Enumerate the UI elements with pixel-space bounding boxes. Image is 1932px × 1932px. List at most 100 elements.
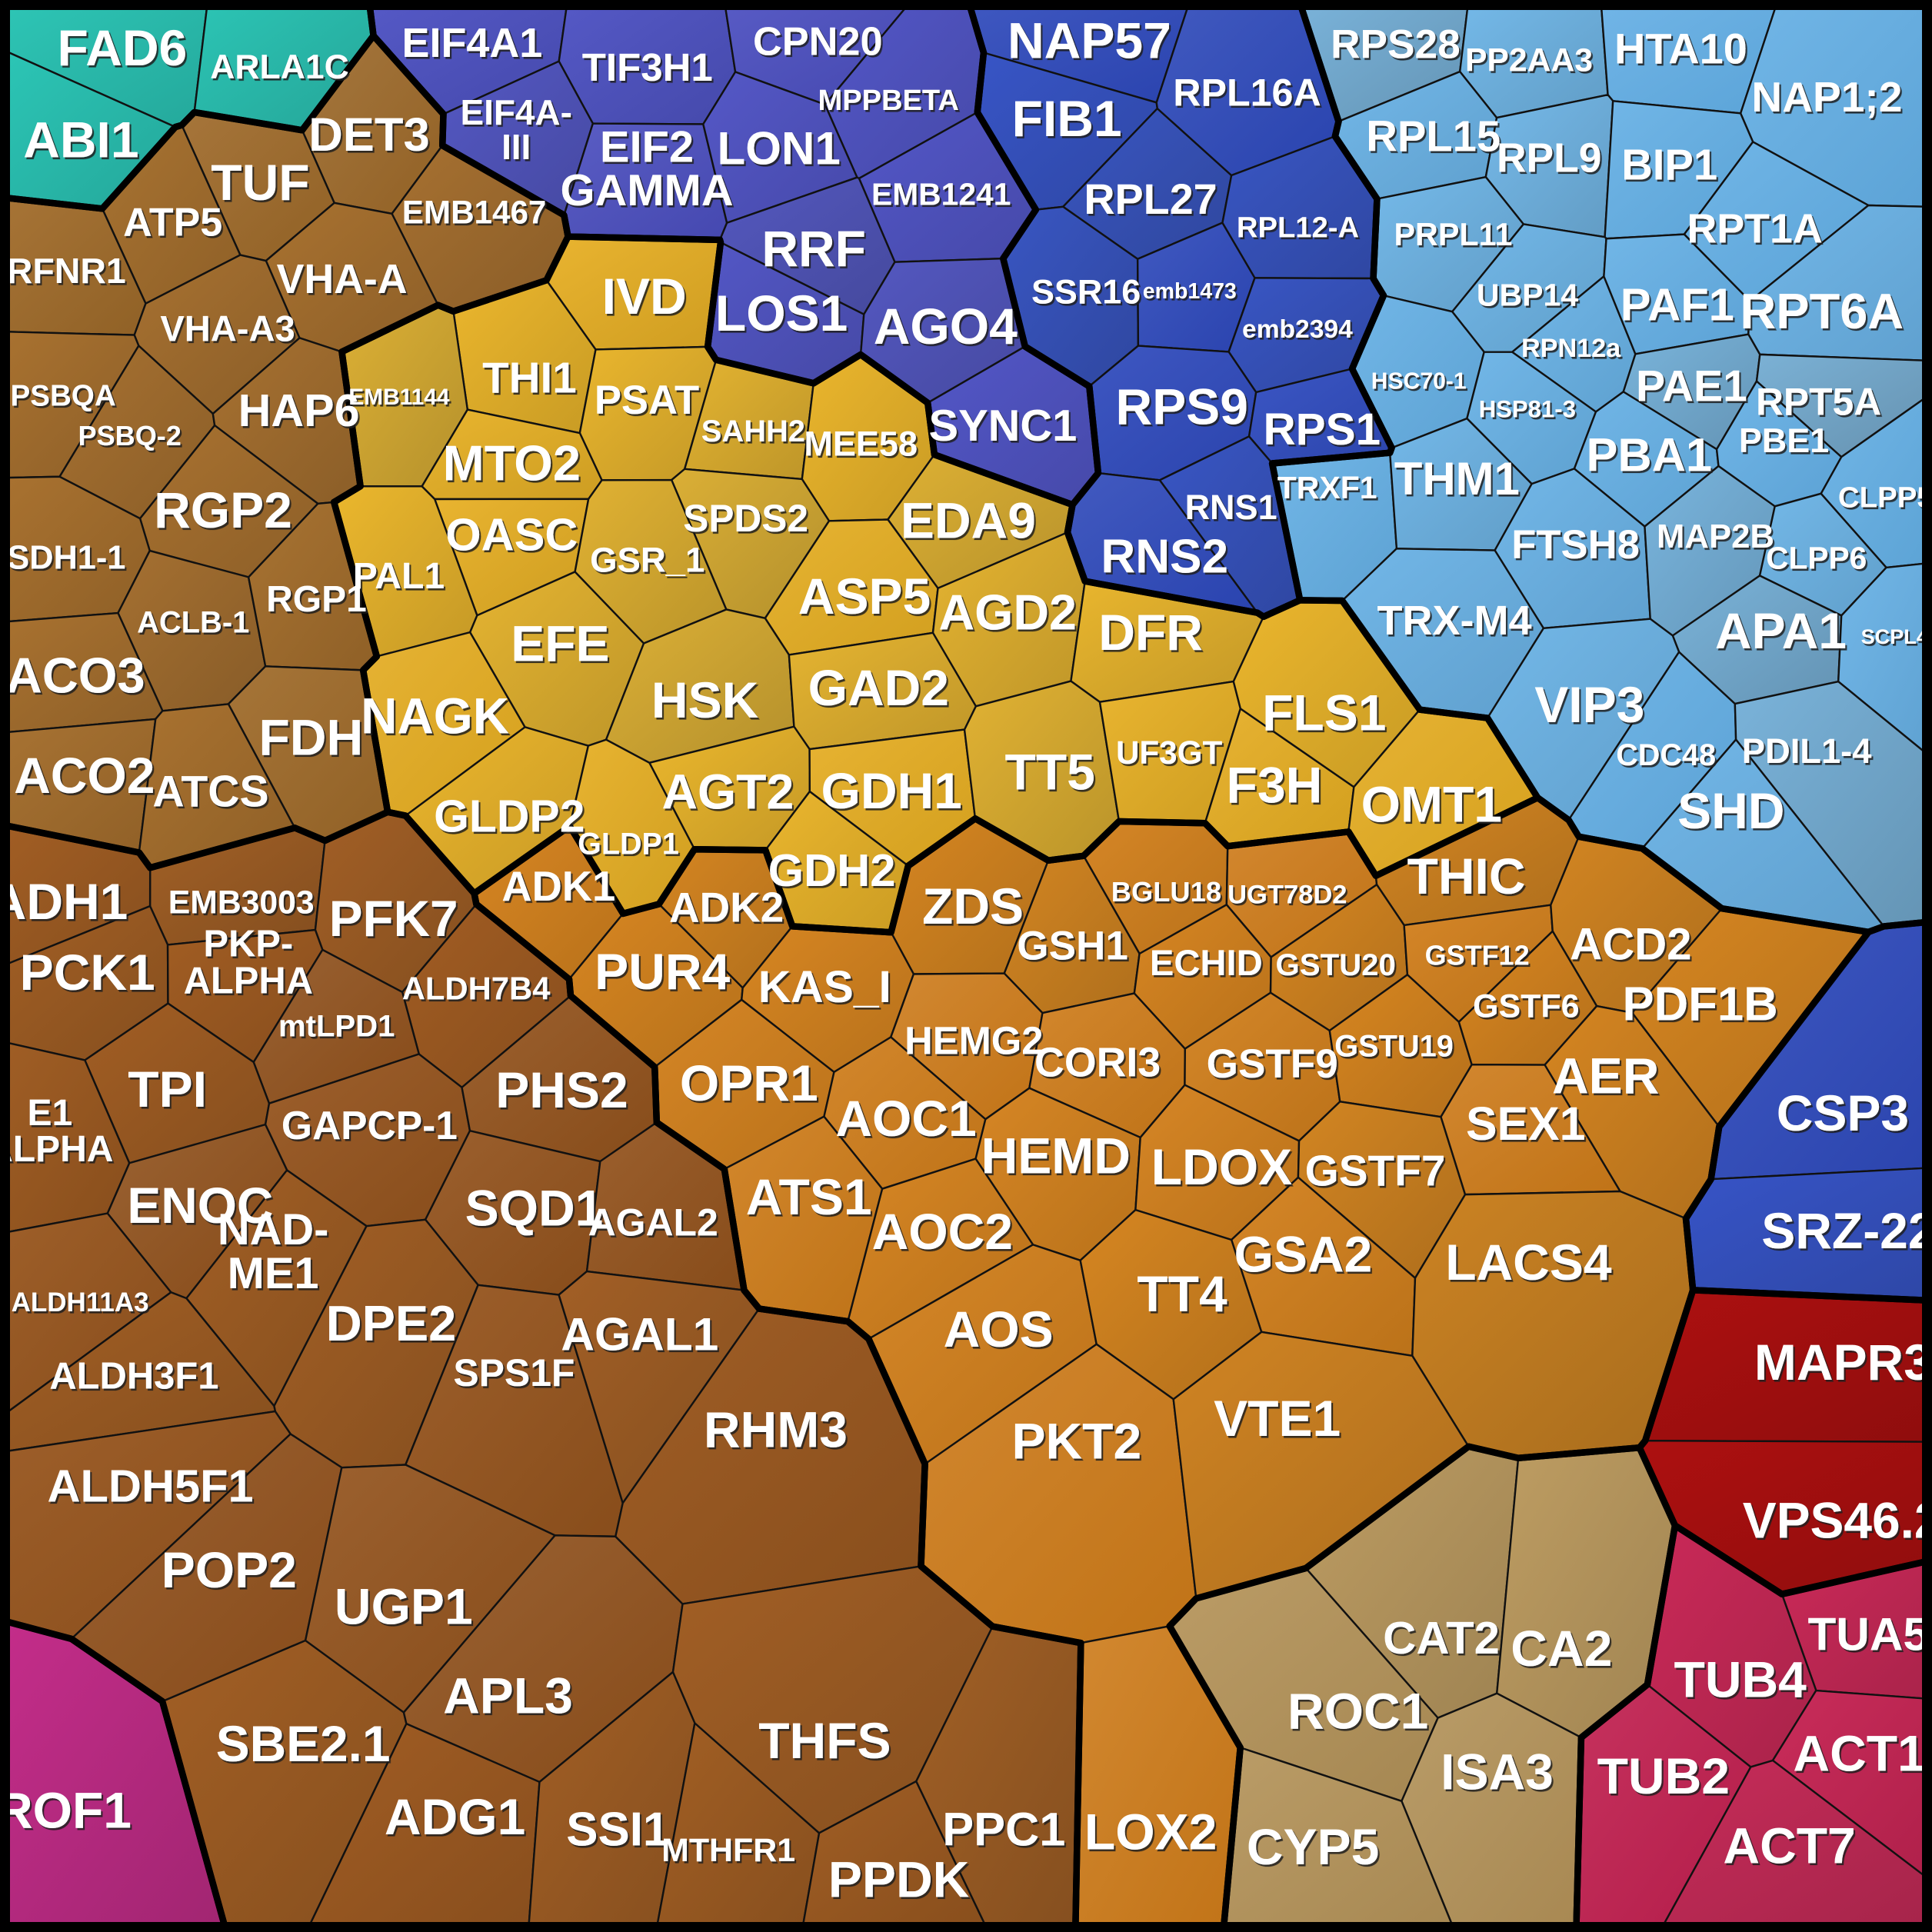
svg-text:AOC1: AOC1	[835, 1090, 976, 1147]
svg-text:ACO3: ACO3	[6, 648, 145, 704]
svg-text:SBE2.1: SBE2.1	[216, 1715, 391, 1772]
svg-text:RHM3: RHM3	[704, 1401, 848, 1457]
svg-text:GAPCP-1: GAPCP-1	[281, 1103, 458, 1148]
svg-text:ACO2: ACO2	[14, 747, 155, 804]
svg-text:DET3: DET3	[308, 108, 429, 162]
svg-text:ALDH11A3: ALDH11A3	[12, 1287, 149, 1317]
svg-text:APL3: APL3	[443, 1667, 573, 1724]
svg-text:emb1473: emb1473	[1143, 279, 1237, 304]
svg-text:UGT78D2: UGT78D2	[1227, 880, 1347, 909]
svg-text:PPDK: PPDK	[828, 1851, 970, 1908]
svg-text:PFK7: PFK7	[329, 891, 458, 947]
svg-text:MTO2: MTO2	[443, 435, 581, 491]
svg-text:PHS2: PHS2	[495, 1061, 628, 1118]
svg-text:HAP6: HAP6	[238, 385, 360, 436]
svg-text:CA2: CA2	[1511, 1620, 1612, 1677]
svg-text:RRF: RRF	[761, 220, 866, 277]
svg-text:HTA10: HTA10	[1614, 25, 1747, 73]
svg-text:EMB1144: EMB1144	[348, 385, 450, 410]
svg-text:PUR4: PUR4	[595, 943, 730, 1000]
svg-text:GAD2: GAD2	[808, 659, 949, 716]
svg-text:VTE1: VTE1	[1214, 1390, 1341, 1447]
svg-text:POP2: POP2	[162, 1541, 297, 1598]
svg-text:NAP57: NAP57	[1008, 12, 1171, 69]
svg-text:SHD: SHD	[1677, 782, 1784, 839]
svg-text:SSR16: SSR16	[1031, 271, 1141, 311]
svg-text:ROC1: ROC1	[1287, 1683, 1428, 1740]
svg-text:RPN12a: RPN12a	[1521, 334, 1621, 363]
svg-text:RPT6A: RPT6A	[1740, 283, 1904, 339]
svg-text:TUF: TUF	[211, 154, 309, 211]
svg-text:ALDH3F1: ALDH3F1	[49, 1356, 218, 1397]
svg-text:PDIL1-4: PDIL1-4	[1742, 731, 1872, 771]
svg-text:GSTF9: GSTF9	[1207, 1041, 1338, 1087]
svg-text:ZDS: ZDS	[922, 878, 1024, 934]
svg-text:TPI: TPI	[128, 1061, 207, 1118]
svg-text:GSTF6: GSTF6	[1473, 988, 1580, 1024]
svg-text:AER: AER	[1552, 1048, 1659, 1104]
svg-text:CDC48: CDC48	[1616, 738, 1716, 772]
svg-text:RPL16A: RPL16A	[1173, 71, 1321, 114]
svg-text:TRX-M4: TRX-M4	[1377, 598, 1532, 644]
svg-text:RPS1: RPS1	[1264, 405, 1381, 455]
svg-text:OASC: OASC	[445, 509, 578, 561]
svg-text:RPT1A: RPT1A	[1687, 205, 1822, 251]
svg-text:NAP1;2: NAP1;2	[1751, 73, 1902, 121]
svg-text:ROF1: ROF1	[0, 1782, 132, 1839]
svg-text:NAD-: NAD-	[218, 1205, 328, 1254]
svg-text:RNS2: RNS2	[1101, 531, 1228, 584]
svg-text:UBP14: UBP14	[1477, 278, 1578, 313]
svg-text:GDH2: GDH2	[768, 844, 896, 896]
svg-text:FIB1: FIB1	[1012, 90, 1122, 147]
svg-text:TUB4: TUB4	[1674, 1651, 1807, 1708]
svg-text:SPS1F: SPS1F	[453, 1351, 575, 1394]
svg-text:MPPBETA: MPPBETA	[818, 85, 959, 117]
svg-text:CPN20: CPN20	[753, 20, 883, 65]
svg-text:RPT5A: RPT5A	[1756, 380, 1881, 423]
svg-text:ADK2: ADK2	[669, 884, 784, 931]
svg-text:VHA-A3: VHA-A3	[160, 308, 295, 349]
svg-text:SSI1: SSI1	[566, 1804, 669, 1857]
svg-text:TT5: TT5	[1005, 743, 1095, 800]
svg-text:AGAL2: AGAL2	[588, 1201, 718, 1244]
svg-text:emb2394: emb2394	[1242, 315, 1353, 344]
svg-text:PBE1: PBE1	[1739, 421, 1829, 460]
svg-text:EMB3003: EMB3003	[168, 884, 315, 921]
svg-text:SAHH2: SAHH2	[701, 415, 805, 448]
svg-text:MEE58: MEE58	[804, 424, 918, 463]
svg-text:ALDH7B4: ALDH7B4	[402, 970, 551, 1006]
svg-text:CSP3: CSP3	[1777, 1084, 1909, 1141]
svg-text:RPL15: RPL15	[1366, 112, 1501, 161]
svg-text:PSBQ-2: PSBQ-2	[78, 420, 182, 451]
svg-text:ADG1: ADG1	[385, 1788, 525, 1845]
svg-text:TIF3H1: TIF3H1	[582, 45, 713, 89]
svg-text:SQD1: SQD1	[465, 1179, 604, 1236]
svg-text:ACLB-1: ACLB-1	[137, 606, 249, 640]
svg-text:HEMD: HEMD	[981, 1128, 1131, 1184]
svg-text:THI1: THI1	[482, 354, 577, 402]
svg-text:ACD2: ACD2	[1570, 919, 1691, 969]
svg-text:AOS: AOS	[944, 1301, 1054, 1357]
svg-text:LON1: LON1	[718, 122, 841, 174]
svg-text:III: III	[501, 127, 531, 167]
svg-text:HEMG2: HEMG2	[904, 1018, 1043, 1062]
svg-text:KAS_I: KAS_I	[758, 962, 891, 1012]
svg-text:GSTU20: GSTU20	[1276, 948, 1396, 982]
svg-text:CYP5: CYP5	[1247, 1818, 1379, 1875]
svg-text:RPS28: RPS28	[1331, 22, 1461, 68]
svg-text:FTSH8: FTSH8	[1511, 522, 1640, 568]
svg-text:ATS1: ATS1	[746, 1168, 872, 1225]
svg-text:VIP3: VIP3	[1534, 676, 1644, 733]
svg-text:mtLPD1: mtLPD1	[278, 1010, 395, 1044]
svg-text:GLDP2: GLDP2	[434, 792, 585, 842]
svg-text:EIF2: EIF2	[600, 122, 694, 172]
svg-text:GSA2: GSA2	[1234, 1226, 1373, 1283]
svg-text:ASP5: ASP5	[798, 568, 931, 625]
svg-text:UGP1: UGP1	[335, 1578, 473, 1635]
svg-text:MAPR3: MAPR3	[1754, 1334, 1932, 1391]
svg-text:PRPL11: PRPL11	[1394, 217, 1513, 252]
svg-text:CLPP6: CLPP6	[1766, 541, 1867, 576]
svg-text:ME1: ME1	[228, 1249, 319, 1298]
svg-text:ALPHA: ALPHA	[0, 1129, 113, 1170]
svg-text:RPL9: RPL9	[1497, 135, 1601, 181]
